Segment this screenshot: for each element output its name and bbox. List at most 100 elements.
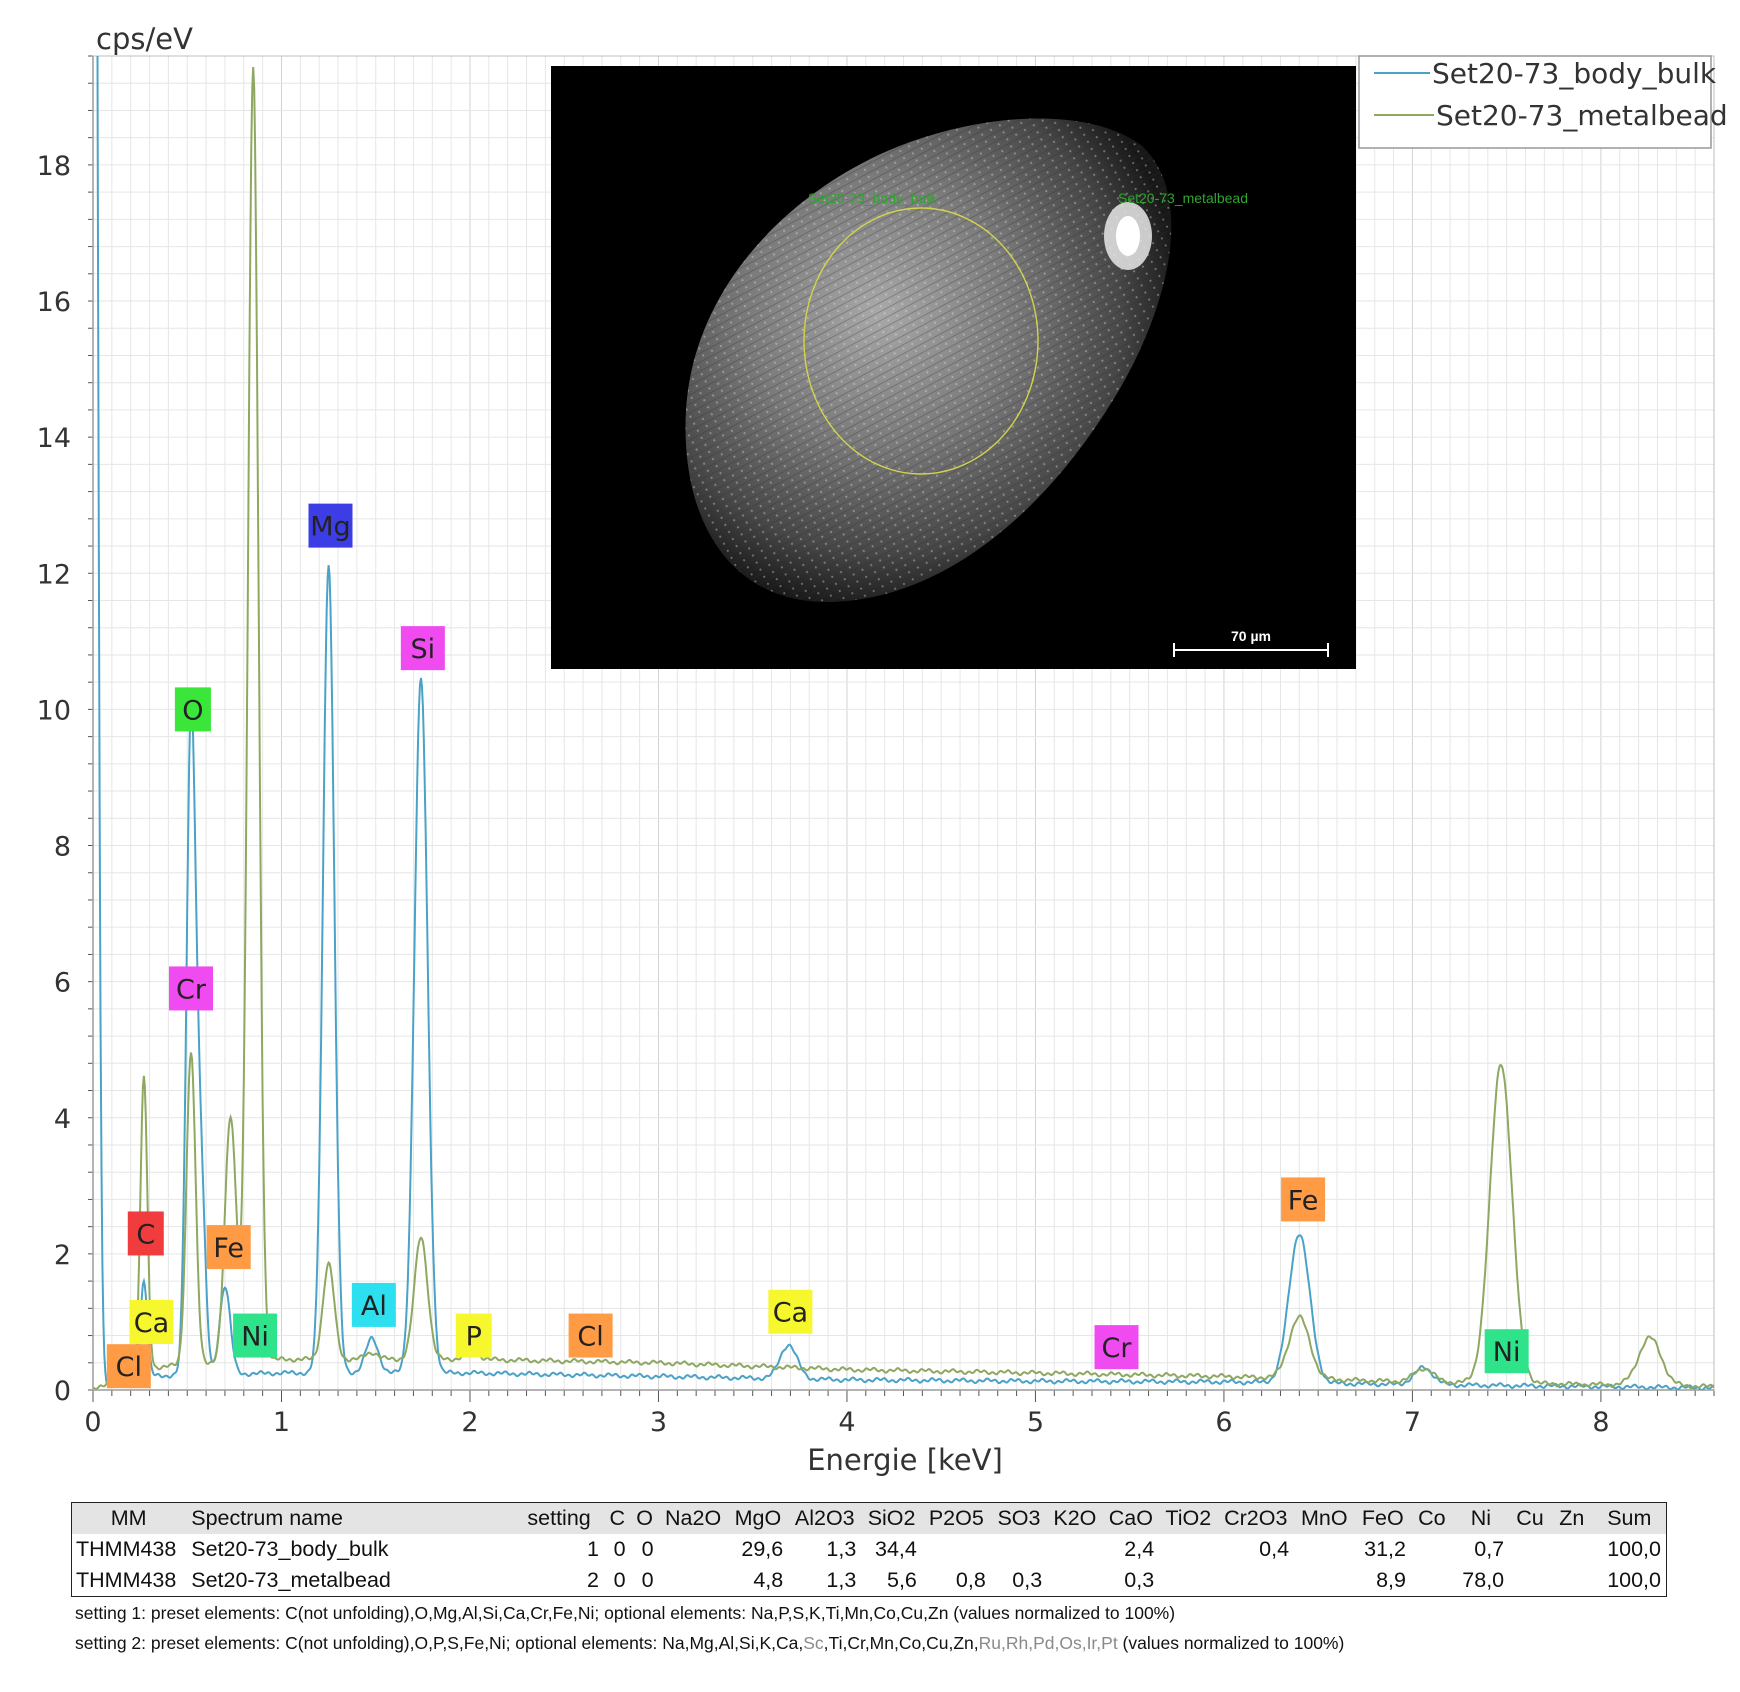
y-tick-label: 10 xyxy=(37,695,71,726)
col-header-o: O xyxy=(630,1502,659,1534)
cell-spectrum-name: Set20-73_metalbead xyxy=(191,1568,391,1592)
cell-sio2: 34,4 xyxy=(875,1537,917,1561)
cell-feo: 31,2 xyxy=(1364,1537,1406,1561)
cell-cr2o3 xyxy=(1217,1565,1294,1597)
cell-tio2 xyxy=(1159,1534,1217,1565)
composition-table: MM Spectrum name setting C O Na2O MgO Al… xyxy=(71,1502,1667,1597)
legend-entry-metalbead: Set20-73_metalbead xyxy=(1436,99,1728,132)
peak-label-box xyxy=(206,1225,251,1270)
peak-label-Cl: Cl xyxy=(568,1313,613,1358)
col-header-mm: MM xyxy=(71,1502,187,1534)
peak-label-text: Al xyxy=(361,1291,387,1322)
table-row: THMM438 Set20-73_body_bulk 1 0 0 29,6 1,… xyxy=(72,1534,1667,1565)
legend-entry-body-bulk: Set20-73_body_bulk xyxy=(1432,57,1717,90)
peak-label-box xyxy=(455,1313,492,1358)
y-tick-label: 12 xyxy=(37,559,71,590)
peak-label-box xyxy=(169,966,214,1011)
y-axis-label: cps/eV xyxy=(96,22,193,56)
peak-label-O: O xyxy=(174,687,211,732)
cell-sum: 100,0 xyxy=(1607,1568,1661,1592)
peak-label-Si: Si xyxy=(400,626,445,671)
cell-p2o5: 0,8 xyxy=(955,1568,986,1592)
col-header-al2o3: Al2O3 xyxy=(788,1502,862,1534)
col-header-spectrum-name: Spectrum name xyxy=(186,1502,515,1534)
peak-label-text: Cl xyxy=(116,1352,142,1383)
peak-label-Al: Al xyxy=(351,1282,396,1327)
y-tick-label: 16 xyxy=(37,287,71,318)
peak-label-text: Ni xyxy=(1493,1337,1521,1368)
col-header-cr2o3: Cr2O3 xyxy=(1217,1502,1295,1534)
col-header-sio2: SiO2 xyxy=(861,1502,922,1534)
cell-setting: 2 xyxy=(587,1568,599,1592)
note-setting-2-text-b: ,Ti,Cr,Mn,Co,Cu,Zn, xyxy=(823,1633,979,1653)
peak-label-Fe: Fe xyxy=(206,1225,251,1270)
region-ellipse-body-bulk xyxy=(803,207,1039,475)
col-header-cu: Cu xyxy=(1509,1502,1551,1534)
y-tick-label: 0 xyxy=(54,1376,71,1407)
legend: Set20-73_body_bulk Set20-73_metalbead xyxy=(1358,55,1728,149)
peak-label-text: Ni xyxy=(241,1322,269,1353)
cell-mgo: 4,8 xyxy=(753,1568,784,1592)
cell-so3: 0,3 xyxy=(1012,1568,1043,1592)
peak-label-Cr: Cr xyxy=(1094,1325,1139,1370)
cell-na2o xyxy=(659,1565,728,1597)
cell-so3 xyxy=(991,1534,1047,1565)
table-row: THMM438 Set20-73_metalbead 2 0 0 4,8 1,3… xyxy=(72,1565,1667,1597)
note-setting-2-text: setting 2: preset elements: C(not unfold… xyxy=(75,1633,804,1653)
plot-border xyxy=(92,55,1715,1391)
cell-mm: THMM438 xyxy=(76,1537,177,1561)
col-header-p2o5: P2O5 xyxy=(921,1502,991,1534)
peak-label-text: O xyxy=(182,695,203,726)
col-header-tio2: TiO2 xyxy=(1159,1502,1218,1534)
note-setting-2-sc: Sc xyxy=(803,1633,824,1653)
cell-setting: 1 xyxy=(587,1537,599,1561)
x-tick-label: 1 xyxy=(273,1407,290,1438)
x-tick-label: 0 xyxy=(84,1407,101,1438)
peak-label-text: Fe xyxy=(213,1233,244,1264)
peak-label-box xyxy=(308,503,353,548)
col-header-c: C xyxy=(603,1502,631,1534)
y-tick-label: 6 xyxy=(54,968,71,999)
cell-tio2 xyxy=(1159,1565,1217,1597)
cell-o: 0 xyxy=(641,1568,654,1592)
note-setting-2-text-c: (values normalized to 100%) xyxy=(1117,1633,1345,1653)
x-tick-label: 7 xyxy=(1404,1407,1421,1438)
col-header-sum: Sum xyxy=(1592,1502,1667,1534)
x-tick-label: 6 xyxy=(1215,1407,1232,1438)
cell-c: 0 xyxy=(613,1568,626,1592)
peak-label-box xyxy=(568,1313,613,1358)
peak-label-Ca: Ca xyxy=(768,1289,813,1334)
cell-zn xyxy=(1551,1565,1593,1597)
cell-o: 0 xyxy=(641,1537,654,1561)
peak-label-box xyxy=(1094,1325,1139,1370)
peak-label-box xyxy=(174,687,211,732)
cell-co xyxy=(1411,1565,1453,1597)
cell-mno xyxy=(1294,1565,1355,1597)
y-tick-label: 14 xyxy=(37,423,71,454)
cell-al2o3: 1,3 xyxy=(826,1568,857,1592)
cell-sio2: 5,6 xyxy=(886,1568,917,1592)
peak-label-Ni: Ni xyxy=(233,1313,278,1358)
cell-cu xyxy=(1509,1534,1551,1565)
peak-label-box xyxy=(1281,1177,1326,1222)
y-tick-label: 8 xyxy=(54,832,71,863)
peak-label-text: Mg xyxy=(310,512,350,543)
peak-label-text: Cl xyxy=(577,1322,603,1353)
note-setting-2: setting 2: preset elements: C(not unfold… xyxy=(75,1633,1344,1654)
cell-al2o3: 1,3 xyxy=(826,1537,857,1561)
peak-label-text: P xyxy=(466,1322,482,1353)
region-label-body-bulk: Set20-73_body_bulk xyxy=(808,190,937,206)
cell-cu xyxy=(1509,1565,1551,1597)
col-header-mno: MnO xyxy=(1294,1502,1355,1534)
col-header-so3: SO3 xyxy=(990,1502,1048,1534)
peak-label-text: Si xyxy=(411,634,436,665)
cell-k2o xyxy=(1047,1565,1102,1597)
col-header-co: Co xyxy=(1410,1502,1453,1534)
col-header-na2o: Na2O xyxy=(658,1502,728,1534)
cell-cao: 0,3 xyxy=(1124,1568,1155,1592)
x-tick-label: 8 xyxy=(1592,1407,1609,1438)
cell-na2o xyxy=(659,1534,728,1565)
col-header-ni: Ni xyxy=(1452,1502,1510,1534)
cell-feo: 8,9 xyxy=(1376,1568,1406,1592)
x-tick-label: 4 xyxy=(838,1407,855,1438)
